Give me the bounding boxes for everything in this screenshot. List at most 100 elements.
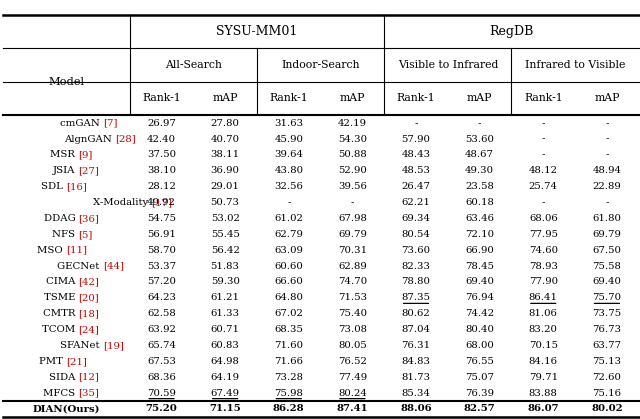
Text: 88.06: 88.06: [400, 404, 432, 414]
Text: 71.15: 71.15: [209, 404, 241, 414]
Text: 80.62: 80.62: [402, 309, 431, 318]
Text: 64.23: 64.23: [147, 293, 176, 303]
Text: mAP: mAP: [594, 93, 620, 103]
Text: Rank-1: Rank-1: [142, 93, 181, 103]
Text: 56.91: 56.91: [147, 230, 176, 239]
Text: 76.52: 76.52: [338, 357, 367, 366]
Text: 43.80: 43.80: [275, 166, 303, 175]
Text: 52.90: 52.90: [338, 166, 367, 175]
Text: 76.55: 76.55: [465, 357, 494, 366]
Text: 60.60: 60.60: [275, 261, 303, 271]
Text: -: -: [541, 150, 545, 159]
Text: 80.02: 80.02: [591, 404, 623, 414]
Text: 74.70: 74.70: [338, 277, 367, 287]
Text: 68.36: 68.36: [147, 373, 176, 382]
Text: Visible to Infrared: Visible to Infrared: [397, 60, 498, 70]
Text: 71.66: 71.66: [275, 357, 303, 366]
Text: 85.34: 85.34: [401, 388, 431, 398]
Text: -: -: [541, 119, 545, 128]
Text: -: -: [351, 198, 354, 207]
Text: 76.39: 76.39: [465, 388, 494, 398]
Text: 50.88: 50.88: [338, 150, 367, 159]
Text: 48.53: 48.53: [401, 166, 431, 175]
Text: 77.95: 77.95: [529, 230, 558, 239]
Text: mAP: mAP: [212, 93, 238, 103]
Text: 77.90: 77.90: [529, 277, 558, 287]
Text: 63.92: 63.92: [147, 325, 176, 334]
Text: 58.70: 58.70: [147, 246, 176, 255]
Text: mAP: mAP: [340, 93, 365, 103]
Text: 71.60: 71.60: [275, 341, 303, 350]
Text: 48.43: 48.43: [401, 150, 431, 159]
Text: 66.90: 66.90: [465, 246, 494, 255]
Text: 73.08: 73.08: [338, 325, 367, 334]
Text: 48.12: 48.12: [529, 166, 558, 175]
Text: 61.21: 61.21: [211, 293, 239, 303]
Text: 69.40: 69.40: [593, 277, 621, 287]
Text: 75.13: 75.13: [593, 357, 621, 366]
Text: 75.40: 75.40: [338, 309, 367, 318]
Text: AlgnGAN: AlgnGAN: [64, 134, 115, 144]
Text: 80.54: 80.54: [401, 230, 431, 239]
Text: [27]: [27]: [79, 166, 99, 175]
Text: 66.60: 66.60: [275, 277, 303, 287]
Text: 38.10: 38.10: [147, 166, 176, 175]
Text: 76.31: 76.31: [401, 341, 431, 350]
Text: [16]: [16]: [67, 182, 87, 191]
Text: 86.28: 86.28: [273, 404, 305, 414]
Text: 64.19: 64.19: [211, 373, 239, 382]
Text: [20]: [20]: [79, 293, 99, 303]
Text: [44]: [44]: [103, 261, 124, 271]
Text: CMTR: CMTR: [43, 309, 79, 318]
Text: 65.74: 65.74: [147, 341, 176, 350]
Text: 55.45: 55.45: [211, 230, 239, 239]
Text: 53.02: 53.02: [211, 214, 239, 223]
Text: TSME: TSME: [44, 293, 79, 303]
Text: 68.35: 68.35: [275, 325, 303, 334]
Text: 80.05: 80.05: [338, 341, 367, 350]
Text: 73.75: 73.75: [593, 309, 621, 318]
Text: 75.20: 75.20: [146, 404, 177, 414]
Text: 48.67: 48.67: [465, 150, 494, 159]
Text: 62.58: 62.58: [147, 309, 176, 318]
Text: 62.21: 62.21: [401, 198, 431, 207]
Text: 61.33: 61.33: [211, 309, 240, 318]
Text: 50.73: 50.73: [211, 198, 239, 207]
Text: 67.49: 67.49: [211, 388, 239, 398]
Text: 80.40: 80.40: [465, 325, 494, 334]
Text: [17]: [17]: [152, 198, 173, 207]
Text: Infrared to Visible: Infrared to Visible: [525, 60, 625, 70]
Text: SDL: SDL: [42, 182, 67, 191]
Text: [7]: [7]: [103, 119, 117, 128]
Text: 25.74: 25.74: [529, 182, 558, 191]
Text: All-Search: All-Search: [165, 60, 222, 70]
Text: 56.42: 56.42: [211, 246, 239, 255]
Text: 67.02: 67.02: [275, 309, 303, 318]
Text: 76.94: 76.94: [465, 293, 494, 303]
Text: -: -: [541, 198, 545, 207]
Text: 29.01: 29.01: [211, 182, 239, 191]
Text: 77.49: 77.49: [338, 373, 367, 382]
Text: 80.24: 80.24: [338, 388, 367, 398]
Text: 40.70: 40.70: [211, 134, 239, 144]
Text: GECNet: GECNet: [58, 261, 103, 271]
Text: 67.50: 67.50: [593, 246, 621, 255]
Text: 57.90: 57.90: [401, 134, 431, 144]
Text: 87.35: 87.35: [401, 293, 431, 303]
Text: 39.56: 39.56: [338, 182, 367, 191]
Text: Rank-1: Rank-1: [397, 93, 435, 103]
Text: [18]: [18]: [79, 309, 99, 318]
Text: 64.80: 64.80: [275, 293, 303, 303]
Text: 75.98: 75.98: [275, 388, 303, 398]
Text: NFS: NFS: [52, 230, 79, 239]
Text: 72.60: 72.60: [593, 373, 621, 382]
Text: 63.09: 63.09: [275, 246, 303, 255]
Text: 57.20: 57.20: [147, 277, 176, 287]
Text: 69.40: 69.40: [465, 277, 494, 287]
Text: 78.93: 78.93: [529, 261, 558, 271]
Text: 49.30: 49.30: [465, 166, 494, 175]
Text: 75.70: 75.70: [593, 293, 621, 303]
Text: [35]: [35]: [79, 388, 99, 398]
Text: [12]: [12]: [79, 373, 99, 382]
Text: DDAG: DDAG: [44, 214, 79, 223]
